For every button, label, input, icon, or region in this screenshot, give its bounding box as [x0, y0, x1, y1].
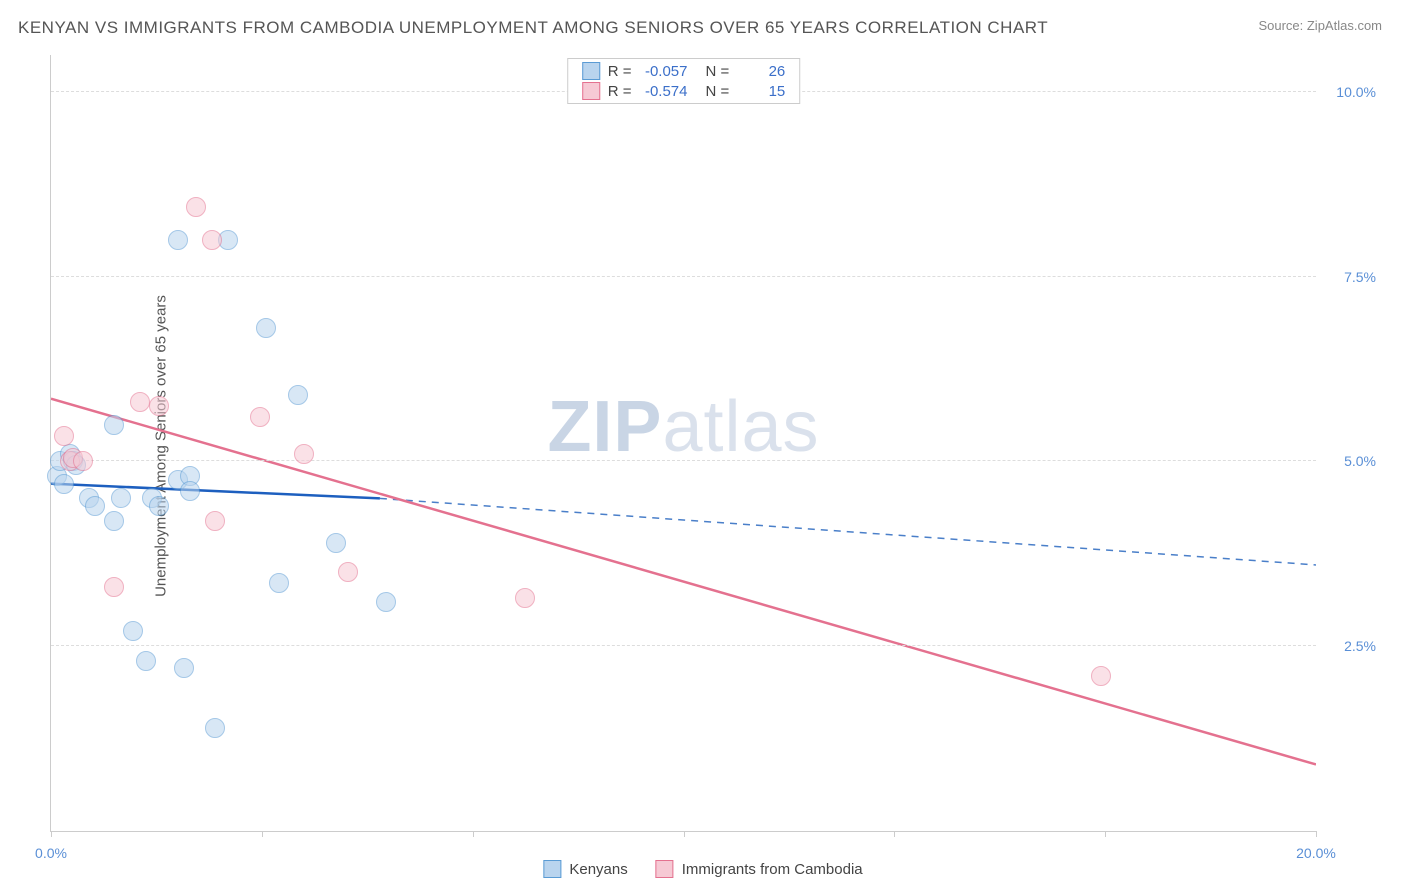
x-tick	[262, 831, 263, 837]
legend-series-name: Kenyans	[569, 861, 627, 878]
source-label: Source: ZipAtlas.com	[1258, 18, 1382, 33]
data-point	[180, 481, 200, 501]
x-tick	[684, 831, 685, 837]
legend-r-label: R =	[608, 83, 632, 100]
data-point	[326, 533, 346, 553]
legend-series-name: Immigrants from Cambodia	[682, 861, 863, 878]
grid-line-horizontal	[51, 276, 1316, 277]
legend-top-box: R = -0.057 N = 26 R = -0.574 N = 15	[567, 58, 801, 104]
y-tick-label: 10.0%	[1336, 84, 1376, 100]
legend-bottom: Kenyans Immigrants from Cambodia	[543, 860, 862, 878]
data-point	[269, 573, 289, 593]
data-point	[168, 230, 188, 250]
legend-n-value: 26	[737, 63, 785, 80]
legend-bottom-item: Kenyans	[543, 860, 627, 878]
legend-bottom-item: Immigrants from Cambodia	[656, 860, 863, 878]
data-point	[205, 511, 225, 531]
legend-swatch	[656, 860, 674, 878]
data-point	[149, 396, 169, 416]
trend-line-solid	[51, 484, 380, 499]
x-tick-label: 20.0%	[1296, 845, 1336, 861]
legend-r-label: R =	[608, 63, 632, 80]
legend-r-value: -0.574	[640, 83, 688, 100]
data-point	[111, 488, 131, 508]
legend-n-value: 15	[737, 83, 785, 100]
y-tick-label: 7.5%	[1344, 269, 1376, 285]
data-point	[250, 407, 270, 427]
data-point	[104, 577, 124, 597]
data-point	[1091, 666, 1111, 686]
data-point	[104, 511, 124, 531]
trend-lines-svg	[51, 55, 1316, 831]
x-tick	[894, 831, 895, 837]
data-point	[149, 496, 169, 516]
data-point	[294, 444, 314, 464]
watermark-bold: ZIP	[547, 387, 662, 467]
data-point	[73, 451, 93, 471]
x-tick	[51, 831, 52, 837]
legend-top-row: R = -0.574 N = 15	[568, 81, 800, 101]
data-point	[376, 592, 396, 612]
chart-container: ZIPatlas R =-0.057N =26R =-0.574N =15 2.…	[50, 55, 1316, 832]
x-tick	[1316, 831, 1317, 837]
watermark-light: atlas	[662, 387, 819, 467]
data-point	[104, 415, 124, 435]
data-point	[54, 474, 74, 494]
y-tick-label: 5.0%	[1344, 453, 1376, 469]
data-point	[130, 392, 150, 412]
legend-n-label: N =	[706, 63, 730, 80]
y-tick-label: 2.5%	[1344, 638, 1376, 654]
data-point	[338, 562, 358, 582]
data-point	[202, 230, 222, 250]
data-point	[85, 496, 105, 516]
data-point	[515, 588, 535, 608]
trend-line-solid	[51, 399, 1316, 765]
data-point	[256, 318, 276, 338]
grid-line-horizontal	[51, 460, 1316, 461]
data-point	[123, 621, 143, 641]
legend-swatch	[582, 62, 600, 80]
legend-n-label: N =	[706, 83, 730, 100]
data-point	[174, 658, 194, 678]
data-point	[136, 651, 156, 671]
data-point	[205, 718, 225, 738]
data-point	[54, 426, 74, 446]
legend-r-value: -0.057	[640, 63, 688, 80]
data-point	[186, 197, 206, 217]
plot-area: ZIPatlas R =-0.057N =26R =-0.574N =15 2.…	[50, 55, 1316, 832]
trend-line-dashed	[380, 498, 1316, 565]
x-tick	[473, 831, 474, 837]
legend-top-row: R = -0.057 N = 26	[568, 61, 800, 81]
legend-swatch	[582, 82, 600, 100]
chart-title: KENYAN VS IMMIGRANTS FROM CAMBODIA UNEMP…	[18, 18, 1048, 38]
x-tick-label: 0.0%	[35, 845, 67, 861]
watermark: ZIPatlas	[547, 386, 819, 468]
legend-swatch	[543, 860, 561, 878]
x-tick	[1105, 831, 1106, 837]
data-point	[288, 385, 308, 405]
grid-line-horizontal	[51, 645, 1316, 646]
